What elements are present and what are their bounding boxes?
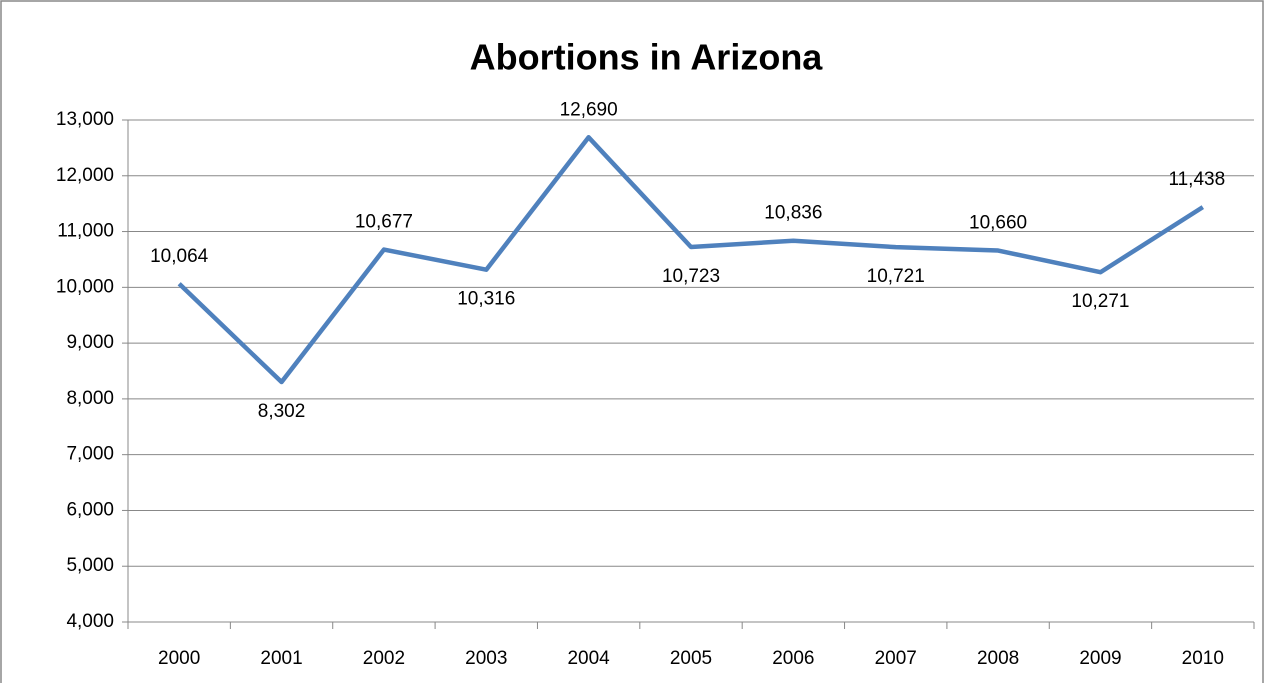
y-tick-label: 9,000 [66, 332, 114, 353]
x-tick-label: 2009 [1079, 648, 1121, 669]
x-tick-label: 2006 [772, 648, 814, 669]
chart-title: Abortions in Arizona [470, 37, 824, 78]
x-tick-label: 2000 [158, 648, 200, 669]
data-label: 10,064 [150, 246, 209, 267]
y-tick-label: 12,000 [56, 165, 114, 186]
data-label: 10,836 [764, 203, 822, 224]
data-label: 11,438 [1168, 169, 1225, 190]
y-tick-label: 10,000 [56, 276, 114, 297]
data-label: 10,721 [867, 266, 925, 287]
x-tick-label: 2007 [875, 648, 917, 669]
data-label: 8,302 [258, 401, 306, 422]
data-label: 10,677 [355, 212, 413, 233]
data-label: 10,660 [969, 213, 1027, 234]
x-tick-label: 2008 [977, 648, 1019, 669]
y-tick-label: 5,000 [66, 555, 114, 576]
x-tick-label: 2010 [1182, 648, 1224, 669]
y-tick-label: 11,000 [57, 221, 114, 242]
x-tick-label: 2005 [670, 648, 712, 669]
y-tick-label: 8,000 [66, 388, 114, 409]
y-tick-label: 4,000 [66, 611, 114, 632]
x-tick-label: 2001 [260, 648, 302, 669]
x-tick-label: 2003 [465, 648, 507, 669]
data-label: 10,723 [662, 266, 720, 287]
y-tick-label: 6,000 [66, 499, 114, 520]
y-tick-label: 7,000 [66, 444, 114, 465]
data-label: 10,316 [457, 289, 515, 310]
data-label: 10,271 [1071, 291, 1129, 312]
series-line [177, 135, 1205, 385]
data-label: 12,690 [560, 99, 618, 120]
y-tick-label: 13,000 [56, 109, 114, 130]
x-tick-label: 2004 [567, 648, 610, 669]
x-tick-label: 2002 [363, 648, 405, 669]
